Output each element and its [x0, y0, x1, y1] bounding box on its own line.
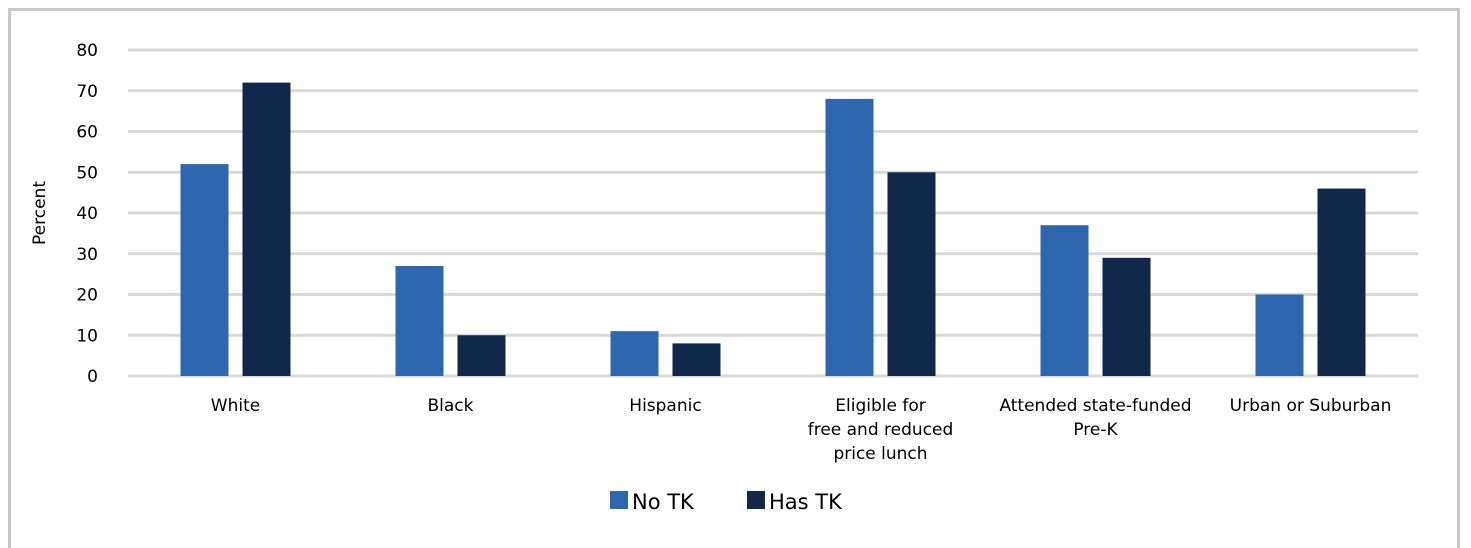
category-labels: White Black Hispanic Eligible for free and r… — [211, 396, 1392, 464]
legend-swatch-has-tk — [747, 491, 765, 509]
y-tick-label: 40 — [76, 204, 98, 224]
category-label: price lunch — [833, 444, 927, 464]
category-label: Eligible for — [835, 396, 925, 416]
bar-has-tk-3 — [887, 172, 936, 376]
y-tick-label: 60 — [76, 123, 98, 143]
category-label: Black — [428, 396, 474, 416]
y-tick-label: 80 — [76, 41, 98, 61]
bars — [180, 82, 1366, 377]
gridlines — [128, 48, 1418, 378]
category-label: Attended state-funded — [999, 396, 1191, 416]
legend-swatch-no-tk — [610, 491, 628, 509]
bar-has-tk-0 — [242, 82, 291, 376]
y-axis-label: Percent — [30, 181, 50, 245]
bar-has-tk-1 — [457, 335, 506, 376]
bar-no-tk-5 — [1255, 294, 1304, 376]
bar-has-tk-2 — [672, 343, 721, 376]
y-axis-ticks: 0 10 20 30 40 50 60 70 80 — [76, 41, 98, 387]
y-tick-label: 20 — [76, 286, 98, 306]
y-tick-label: 10 — [76, 326, 98, 346]
category-label: Hispanic — [629, 396, 701, 416]
y-tick-label: 70 — [76, 82, 98, 102]
y-tick-label: 50 — [76, 163, 98, 183]
bar-no-tk-4 — [1040, 225, 1089, 376]
bar-no-tk-2 — [610, 331, 659, 376]
bar-no-tk-3 — [825, 98, 874, 377]
category-label: free and reduced — [808, 420, 954, 440]
legend-label: No TK — [632, 490, 695, 514]
y-tick-label: 30 — [76, 245, 98, 265]
bar-has-tk-4 — [1102, 257, 1151, 376]
bar-no-tk-0 — [180, 164, 229, 376]
y-tick-label: 0 — [87, 367, 98, 387]
category-label: White — [211, 396, 260, 416]
category-label: Pre-K — [1073, 420, 1118, 440]
legend-label: Has TK — [769, 490, 843, 514]
legend: No TK Has TK — [610, 490, 843, 514]
bar-no-tk-1 — [395, 265, 444, 376]
bar-has-tk-5 — [1317, 188, 1366, 376]
category-label: Urban or Suburban — [1230, 396, 1392, 416]
